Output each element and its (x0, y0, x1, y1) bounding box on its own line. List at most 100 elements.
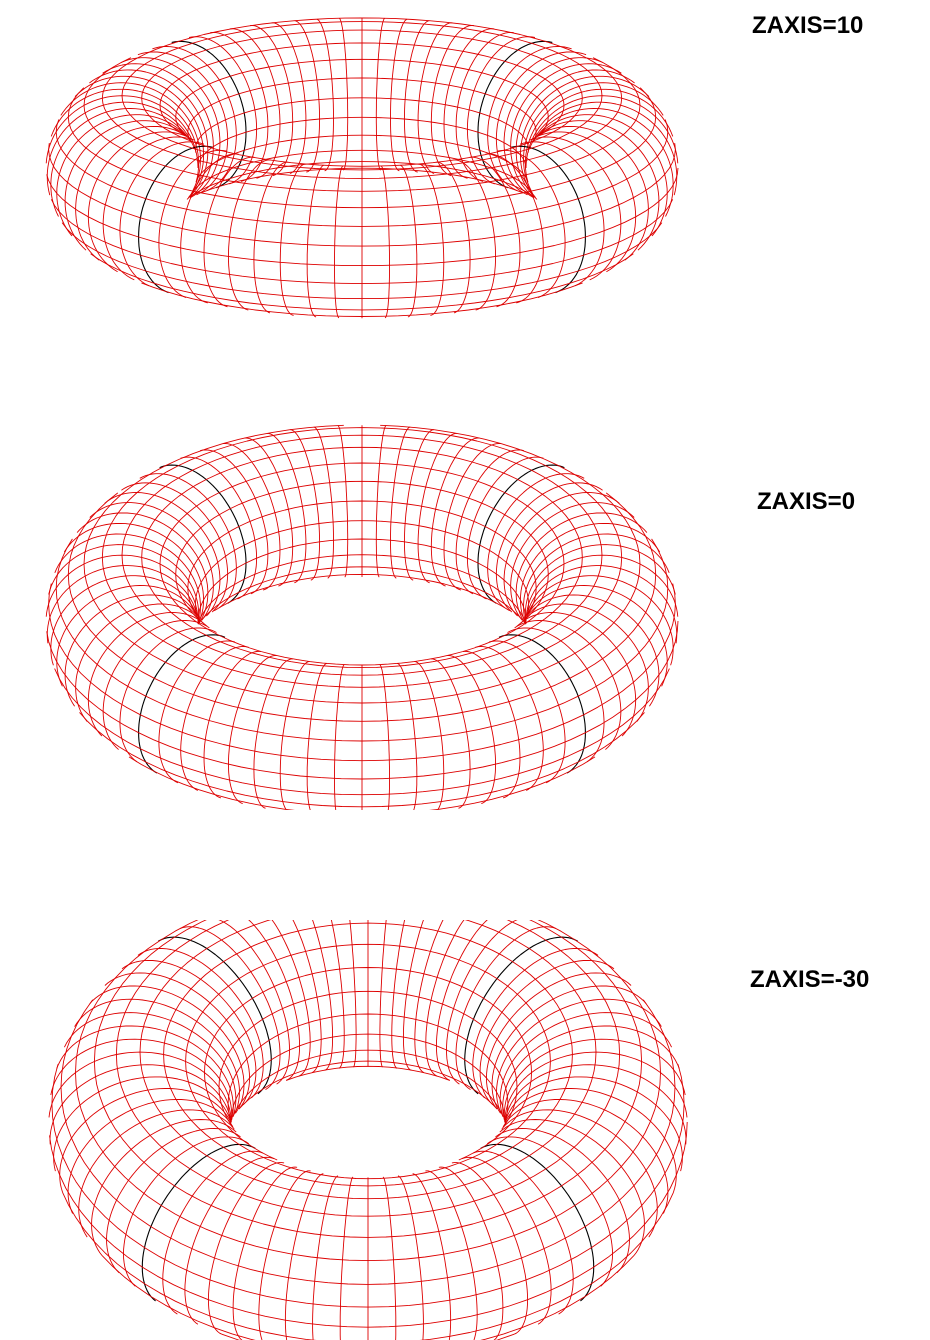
torus-meridian-line (50, 648, 54, 666)
torus-meridian-line (502, 1025, 680, 1121)
torus-meridian-line (64, 594, 197, 676)
torus-meridian-line (313, 426, 334, 579)
torus-meridian-line (486, 1136, 613, 1254)
torus-parallel-line (163, 922, 573, 1187)
torus-meridian-line (519, 141, 605, 231)
torus-meridian-line (397, 1175, 424, 1325)
torus-meridian-line (74, 75, 205, 198)
torus-parallel-line (677, 1064, 685, 1104)
torus-meridian-line (339, 1326, 341, 1340)
torus-meridian-line (648, 1208, 658, 1238)
torus-meridian-line (339, 1176, 354, 1327)
torus-meridian-line (514, 620, 622, 712)
torus-meridian-line (158, 640, 235, 743)
torus-parallel-line (537, 920, 661, 1073)
torus-meridian-line (395, 1326, 397, 1340)
torus-seam-line (138, 732, 158, 774)
torus-meridian-line (119, 141, 205, 231)
torus-meridian-line (179, 926, 281, 1090)
torus-parallel-line (46, 620, 679, 780)
torus-parallel-line (232, 1049, 504, 1117)
torus-parallel-line (185, 943, 551, 1180)
torus-seam-line (138, 634, 226, 733)
torus-parallel-line (121, 434, 603, 676)
torus-meridian-line (294, 20, 321, 173)
torus-label-zaxis-10: ZAXIS=10 (752, 12, 864, 39)
torus-parallel-line (200, 566, 524, 621)
torus-meridian-line (475, 256, 496, 311)
torus-parallel-line (642, 999, 676, 1088)
torus-parallel-line (50, 199, 674, 285)
torus-meridian-line (510, 63, 622, 198)
torus-meridian-line (258, 1170, 311, 1315)
torus-parallel-line (197, 538, 527, 622)
torus-meridian-line (387, 778, 390, 810)
torus-meridian-line (74, 998, 240, 1114)
torus-meridian-line (680, 1157, 683, 1172)
torus-meridian-line (266, 432, 307, 584)
torus-seam-line (158, 936, 272, 1095)
torus-meridian-line (402, 920, 424, 1071)
torus-parallel-line (51, 1064, 685, 1308)
torus-parallel-line (238, 1060, 498, 1110)
torus-meridian-line (63, 522, 205, 625)
torus-parallel-line (592, 57, 641, 106)
torus-seam-line (464, 936, 578, 1095)
torus-parallel-line (213, 573, 511, 612)
torus-meridian-line (461, 1156, 552, 1291)
torus-meridian-line (473, 1314, 478, 1340)
torus-parallel-line (83, 424, 641, 704)
torus-meridian-line (203, 252, 228, 308)
torus-parallel-line (196, 134, 528, 181)
torus-meridian-line (50, 575, 197, 649)
torus-meridian-line (375, 425, 387, 578)
torus-meridian-line (78, 1208, 88, 1238)
torus-meridian-line (475, 646, 544, 751)
torus-meridian-line (605, 711, 622, 750)
torus-parallel-line (526, 588, 537, 617)
torus-meridian-line (495, 482, 603, 613)
torus-meridian-line (180, 456, 258, 600)
torus-meridian-line (481, 764, 496, 805)
torus-meridian-line (50, 1038, 233, 1119)
torus-parallel-line (75, 920, 661, 1262)
torus-meridian-line (330, 920, 345, 1069)
torus-meridian-line (636, 687, 649, 722)
torus-parallel-line (529, 105, 565, 141)
torus-meridian-line (59, 1175, 64, 1193)
torus-meridian-line (379, 664, 390, 779)
torus-meridian-line (75, 603, 200, 688)
torus-meridian-line (102, 711, 119, 750)
torus-meridian-line (527, 594, 660, 676)
torus-meridian-line (53, 1076, 231, 1158)
torus-meridian-line (486, 972, 632, 1110)
torus-meridian-line (391, 920, 406, 1069)
torus-parallel-line (230, 1033, 506, 1123)
torus-meridian-line (499, 1119, 645, 1225)
torus-meridian-line (417, 22, 453, 174)
torus-parallel-line (187, 500, 537, 617)
torus-meridian-line (306, 776, 311, 810)
torus-parallel-line (55, 119, 669, 227)
torus-meridian-line (586, 722, 605, 763)
torus-meridian-line (507, 627, 605, 723)
torus-meridian-line (232, 1166, 298, 1309)
torus-meridian-line (207, 1162, 285, 1300)
torus-meridian-line (334, 165, 344, 266)
torus-parallel-line (639, 87, 657, 117)
torus-parallel-line (101, 1255, 635, 1340)
torus-meridian-line (218, 920, 290, 1085)
torus-meridian-line (537, 125, 649, 210)
torus-meridian-line (228, 655, 277, 765)
torus-meridian-line (248, 920, 301, 1081)
torus-seam-line (138, 236, 169, 294)
torus-meridian-line (504, 1064, 687, 1140)
torus-meridian-line (382, 1176, 397, 1327)
torus-meridian-line (504, 1088, 677, 1176)
torus-parallel-line (48, 583, 676, 762)
torus-parallel-line (538, 116, 549, 136)
torus-meridian-line (537, 242, 566, 299)
torus-meridian-line (158, 242, 187, 299)
torus-meridian-line (524, 544, 676, 623)
torus-meridian-line (244, 437, 294, 587)
